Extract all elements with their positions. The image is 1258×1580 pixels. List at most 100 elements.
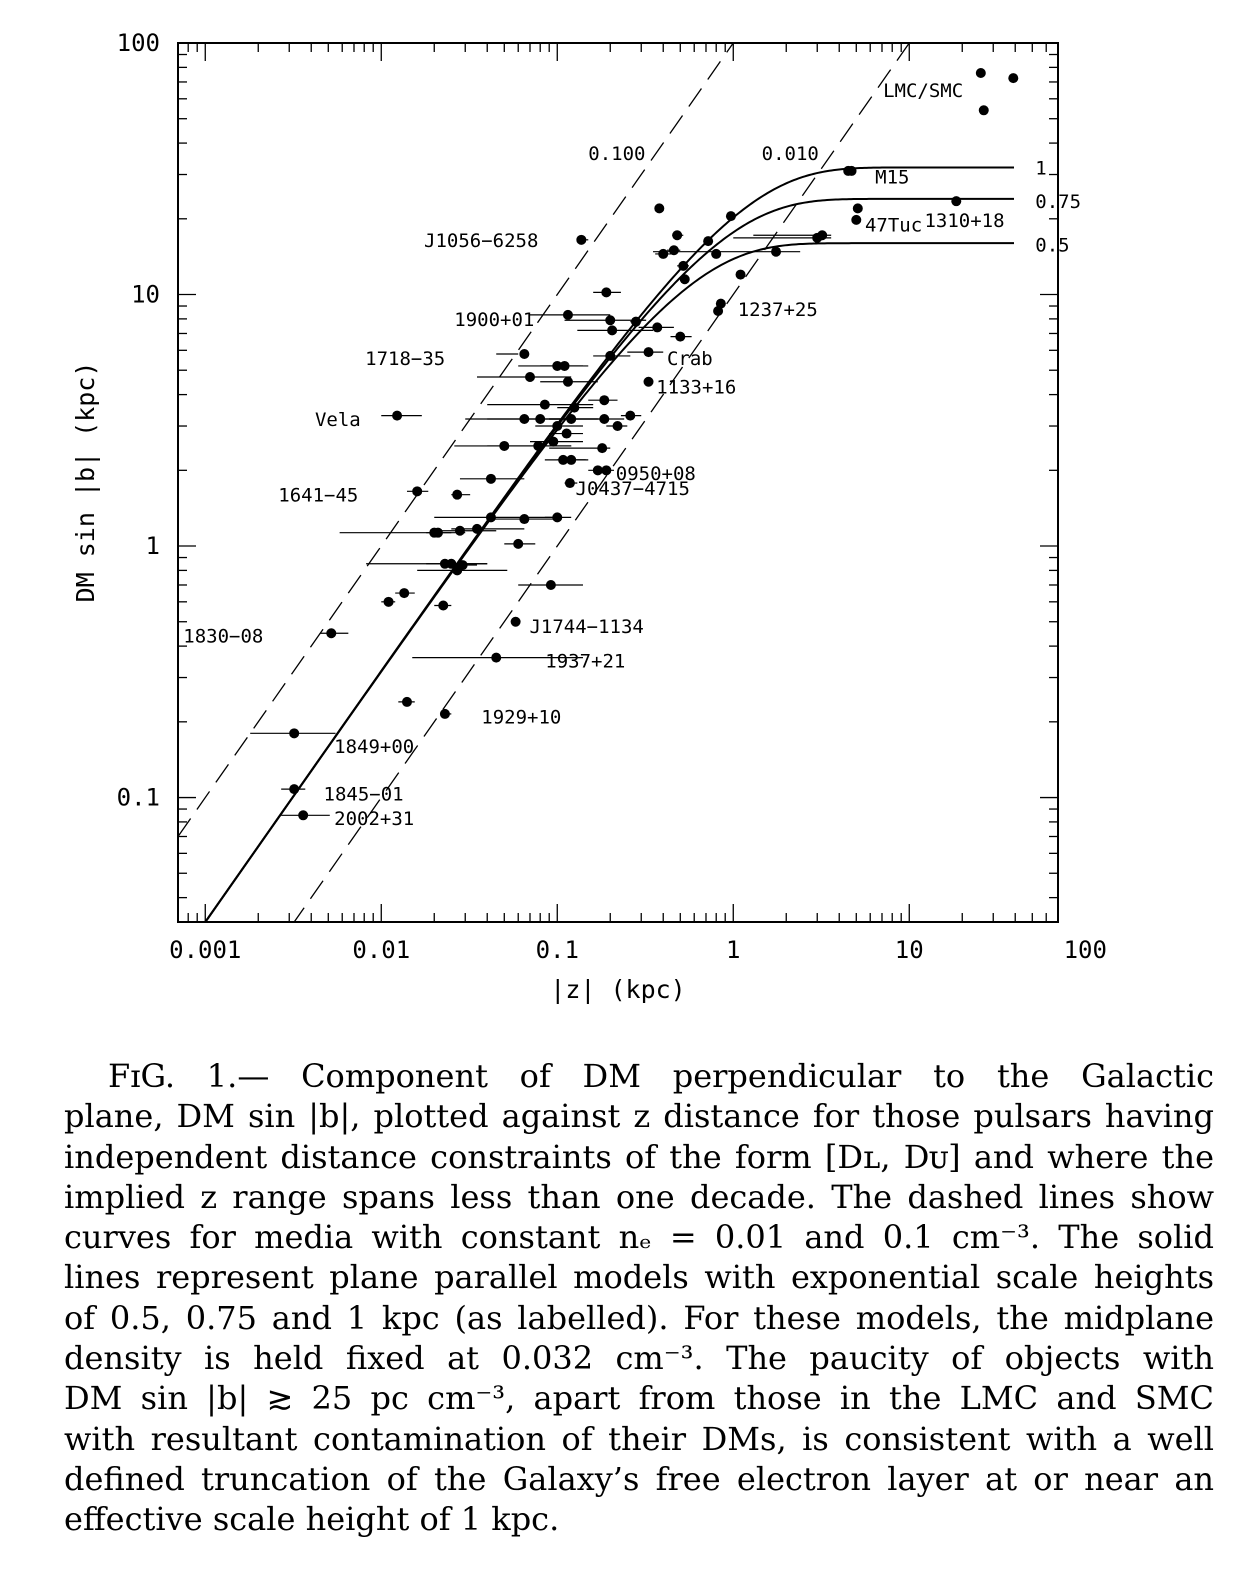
caption-line: DM sin |b| ≳ 25 pc cm⁻³, apart from thos… [64, 1379, 1214, 1418]
point-label: 2002+31 [334, 808, 414, 830]
caption-line: with resultant contamination of their DM… [64, 1419, 1214, 1458]
data-point [735, 269, 746, 280]
data-point [519, 514, 530, 525]
data-point [851, 214, 862, 225]
data-point [597, 443, 608, 454]
data-point [533, 440, 544, 451]
data-point [672, 230, 683, 241]
x-tick-label: 10 [895, 936, 924, 964]
data-point [485, 512, 496, 523]
data-point [668, 245, 679, 256]
caption-line: of 0.5, 0.75 and 1 kpc (as labelled). Fo… [64, 1298, 1214, 1337]
data-point [725, 211, 736, 222]
data-point [289, 728, 300, 739]
x-axis-label: |z| (kpc) [550, 975, 685, 1004]
line-label: 0.010 [762, 143, 819, 165]
line-label: 0.100 [588, 143, 645, 165]
point-label: J1056−6258 [424, 230, 538, 252]
data-point [561, 428, 572, 439]
dashed-line-1 [293, 43, 911, 922]
caption-line: defined truncation of the Galaxy’s free … [64, 1459, 1214, 1498]
data-point [678, 260, 689, 271]
plot-layer: 0.001 0.01 0.1 1 10 100 0.1 1 10 100 J1056−6258 190… [117, 29, 1107, 964]
point-label: 47Tuc [865, 214, 922, 236]
data-point [975, 67, 986, 78]
point-label: LMC/SMC [883, 80, 963, 102]
data-point [539, 399, 550, 410]
point-label: 1641−45 [278, 485, 358, 507]
data-point [625, 410, 636, 421]
data-point [675, 331, 686, 342]
data-point [607, 325, 618, 336]
point-label: J0437−4715 [576, 478, 690, 500]
data-point [552, 512, 563, 523]
point-label: 1718−35 [365, 348, 445, 370]
data-point [654, 203, 665, 214]
data-point [326, 628, 337, 639]
data-point [510, 616, 521, 627]
caption-line: density is held fixed at 0.032 cm⁻³. The… [64, 1339, 1214, 1378]
data-point [548, 436, 559, 447]
data-point [605, 315, 616, 326]
model-curve-0 [204, 166, 1014, 922]
data-point [564, 478, 575, 489]
data-point [513, 538, 524, 549]
dashed-line-0 [178, 43, 735, 837]
point-label: Crab [667, 348, 713, 370]
data-point [576, 234, 587, 245]
data-point [601, 287, 612, 298]
data-point [703, 236, 714, 247]
data-point [599, 395, 610, 406]
x-tick-label: 100 [1064, 936, 1107, 964]
data-point [491, 652, 502, 663]
model-curve-1 [204, 197, 1014, 922]
line-label: 1 [1035, 157, 1046, 179]
point-label: 1929+10 [481, 706, 561, 728]
y-tick-label: 1 [146, 532, 160, 560]
data-point [289, 784, 300, 795]
point-label: 1937+21 [545, 651, 625, 673]
caption-line: curves for media with constant nₑ = 0.01… [64, 1218, 1214, 1257]
data-point [569, 402, 580, 413]
point-label: 1849+00 [334, 736, 414, 758]
data-point [852, 203, 863, 214]
point-label: 1845−01 [324, 783, 404, 805]
data-point [298, 810, 309, 821]
y-axis-label: DM sin |b| (kpc) [71, 362, 100, 603]
figure-caption: FɪG. 1.— Component of DM perpendicular t… [64, 1056, 1214, 1540]
point-label: 1133+16 [656, 377, 736, 399]
data-point [472, 523, 483, 534]
data-point [711, 248, 722, 259]
data-point [679, 274, 690, 285]
data-point [566, 454, 577, 465]
point-label: Vela [315, 409, 361, 431]
point-label: 0950+08 [616, 463, 696, 485]
data-point [399, 588, 410, 599]
data-point [630, 316, 641, 327]
model-curve-2 [204, 242, 1014, 922]
data-point [439, 708, 450, 719]
point-label: 1830−08 [183, 626, 263, 648]
data-point [658, 248, 669, 259]
point-label: 1310+18 [924, 210, 1004, 232]
point-label: 1900+01 [454, 309, 534, 331]
data-point [612, 421, 623, 432]
data-point [1008, 73, 1019, 84]
x-tick-label: 1 [726, 936, 740, 964]
data-point [485, 473, 496, 484]
point-label: J1744−1134 [529, 616, 643, 638]
data-point [454, 525, 465, 536]
x-tick-label: 0.01 [352, 936, 410, 964]
data-point [978, 105, 989, 116]
data-point [559, 360, 570, 371]
data-point [452, 489, 463, 500]
x-tick-label: 0.001 [169, 936, 241, 964]
y-tick-label: 100 [117, 29, 160, 57]
data-point [552, 421, 563, 432]
data-point [652, 322, 663, 333]
data-point [951, 196, 962, 207]
data-point [771, 246, 782, 257]
data-point [519, 349, 530, 360]
data-point [438, 600, 449, 611]
data-point [643, 376, 654, 387]
